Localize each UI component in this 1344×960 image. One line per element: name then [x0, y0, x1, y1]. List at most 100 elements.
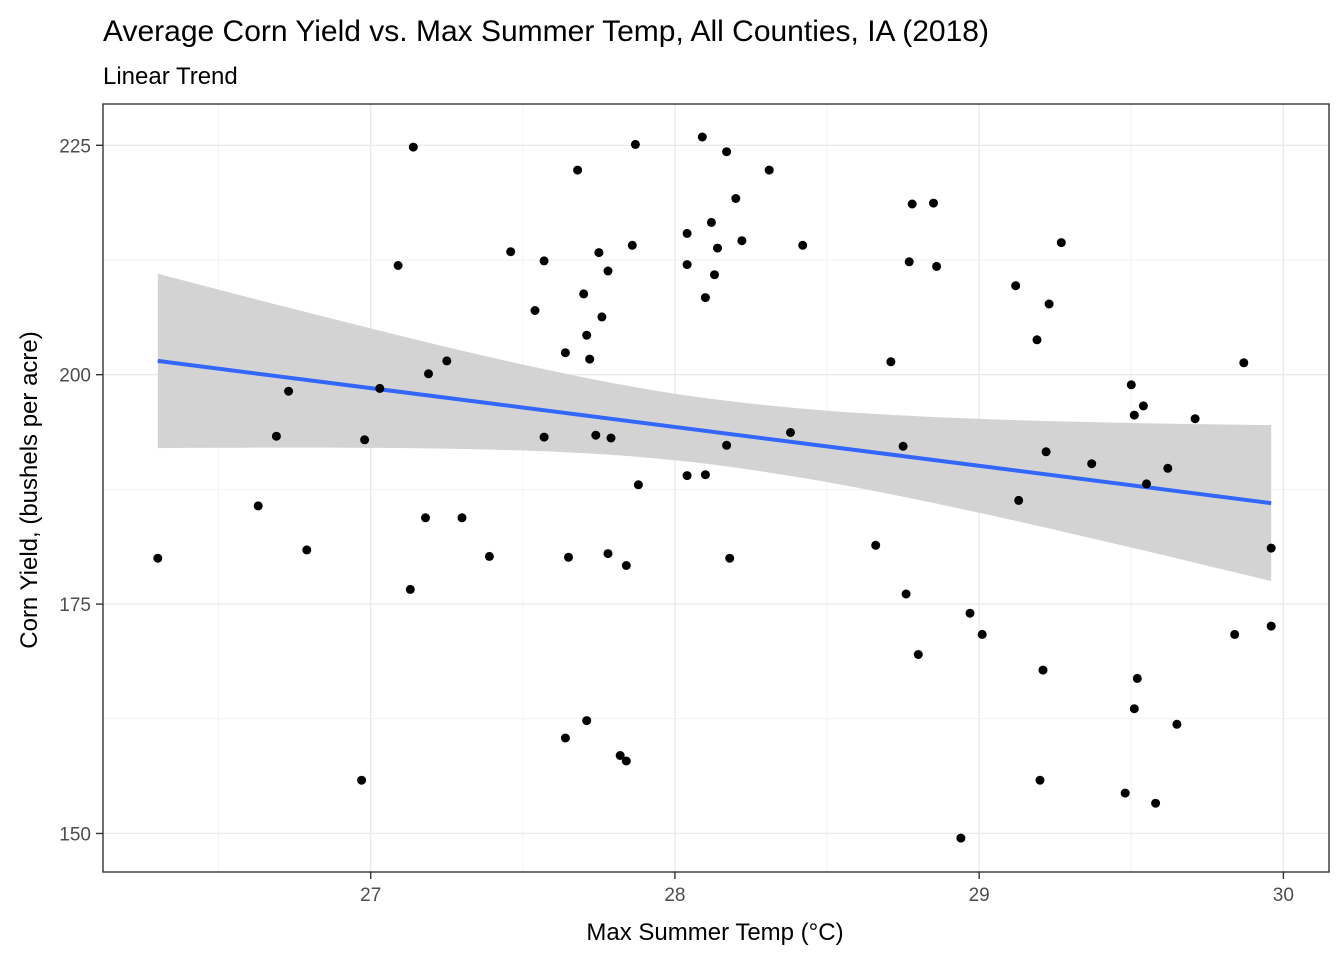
data-point [585, 354, 595, 364]
data-point [700, 293, 710, 303]
data-point [560, 733, 570, 743]
data-point [1129, 704, 1139, 714]
data-point [1190, 414, 1200, 424]
data-point [907, 199, 917, 209]
data-point [798, 240, 808, 250]
data-point [956, 833, 966, 843]
data-point [929, 198, 938, 208]
data-point [302, 545, 312, 555]
data-point [1266, 543, 1276, 553]
x-axis-title: Max Summer Temp (°C) [586, 919, 843, 946]
data-point [1239, 358, 1249, 368]
data-point [597, 312, 607, 322]
data-point [1087, 459, 1097, 469]
data-point [621, 756, 631, 766]
data-point [886, 357, 896, 367]
data-point [424, 369, 433, 379]
x-tick-label: 27 [360, 885, 381, 906]
data-point [1142, 479, 1151, 489]
data-point [1163, 463, 1173, 473]
data-point [633, 480, 643, 490]
data-point [1044, 299, 1054, 309]
data-point [725, 553, 735, 563]
data-point [573, 165, 583, 175]
data-point [1138, 401, 1148, 411]
data-point [710, 270, 719, 280]
y-tick-label: 200 [59, 366, 91, 387]
data-point [786, 428, 795, 437]
y-axis-title: Corn Yield, (bushels per acre) [16, 331, 43, 648]
confidence-band [157, 273, 1272, 582]
data-point [706, 217, 716, 227]
data-point [1038, 665, 1048, 675]
data-point [700, 470, 710, 480]
data-point [1032, 335, 1042, 345]
data-point [530, 306, 540, 315]
data-point [682, 260, 692, 270]
data-point [1230, 629, 1240, 639]
data-point [560, 348, 570, 358]
data-point [579, 289, 589, 299]
y-tick-label: 175 [59, 595, 91, 616]
data-point [582, 330, 592, 340]
data-point [1172, 719, 1182, 729]
data-point [539, 256, 549, 266]
data-point [977, 629, 987, 639]
data-point [621, 561, 631, 570]
data-point [421, 513, 430, 523]
data-point [1035, 775, 1045, 785]
data-point [871, 540, 881, 550]
data-point [375, 383, 385, 393]
data-point [442, 356, 452, 366]
data-point [539, 432, 549, 442]
data-point [408, 142, 418, 152]
chart-title: Average Corn Yield vs. Max Summer Temp, … [103, 15, 989, 48]
data-point [615, 751, 625, 760]
data-point [360, 435, 370, 445]
data-point [682, 471, 692, 481]
chart-subtitle: Linear Trend [103, 63, 238, 90]
x-tick-label: 29 [969, 885, 990, 906]
data-point [1056, 238, 1066, 248]
data-point [606, 433, 616, 443]
data-point [764, 165, 774, 175]
x-tick-label: 30 [1273, 885, 1294, 906]
data-point [284, 386, 294, 396]
data-point [904, 257, 914, 267]
data-point [484, 551, 494, 561]
data-point [594, 248, 604, 258]
data-point [1120, 788, 1130, 798]
data-point [932, 261, 942, 271]
data-point [457, 513, 467, 523]
data-point [1132, 673, 1142, 683]
data-point [722, 440, 732, 450]
data-point [697, 132, 707, 142]
data-point [405, 584, 415, 594]
data-point [603, 549, 613, 559]
x-tick-label: 28 [664, 885, 685, 906]
data-point [1129, 410, 1139, 420]
data-point [253, 501, 263, 511]
data-point [627, 240, 637, 250]
data-point [713, 243, 722, 253]
plot-area: 27 28 29 30 150 175 200 225 [59, 103, 1330, 906]
y-tick-label: 150 [59, 824, 91, 845]
data-point [682, 228, 692, 238]
data-point [603, 266, 613, 276]
data-point [271, 431, 281, 441]
data-point [1266, 621, 1276, 631]
data-point [965, 608, 975, 618]
data-point [630, 139, 640, 149]
panel-border [102, 103, 1330, 873]
data-point [1011, 281, 1021, 291]
y-tick-label: 225 [59, 136, 91, 157]
data-point [901, 589, 911, 599]
data-point [591, 430, 601, 440]
data-point [582, 716, 592, 726]
data-point [737, 236, 747, 246]
trend-line [157, 358, 1272, 506]
data-point [1151, 798, 1161, 808]
data-point [1041, 447, 1051, 457]
data-point [1126, 380, 1136, 390]
